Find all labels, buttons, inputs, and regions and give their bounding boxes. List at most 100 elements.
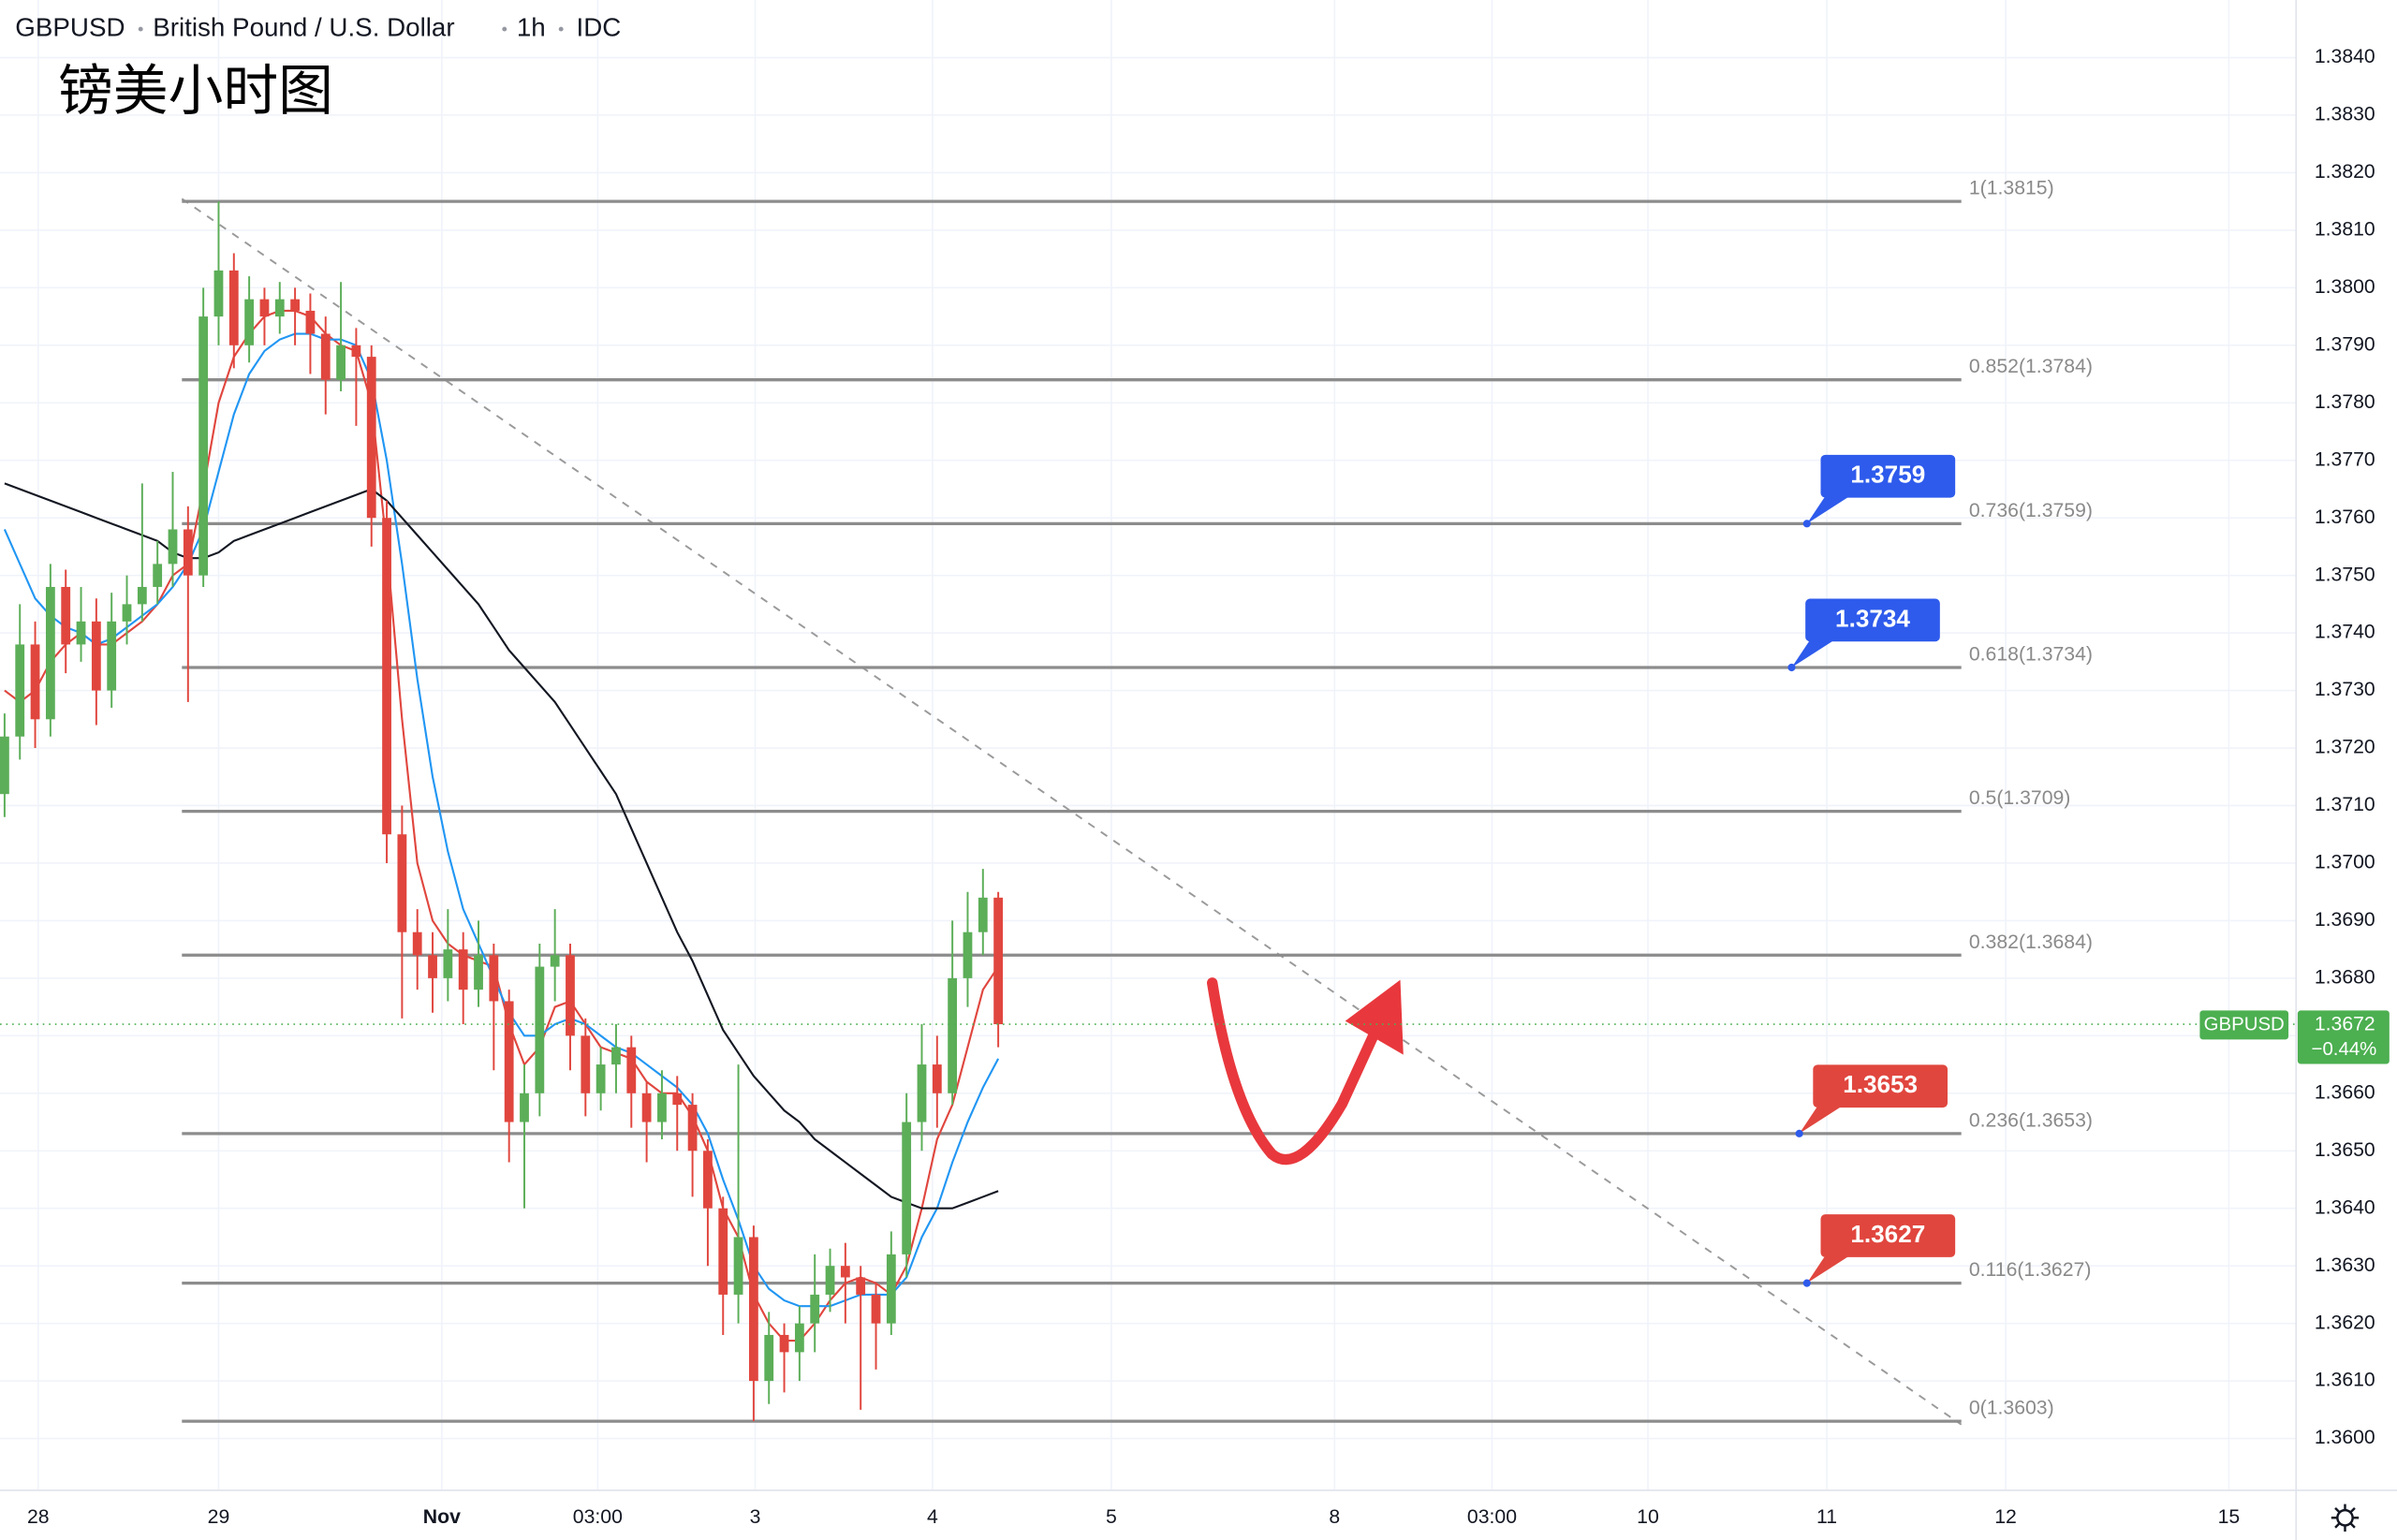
candle-body <box>412 931 422 956</box>
gear-teeth[interactable] <box>2331 1503 2360 1532</box>
candle-body <box>428 955 437 978</box>
x-tick-label: 03:00 <box>1467 1506 1517 1528</box>
candle-body <box>336 345 346 380</box>
callout-anchor <box>1787 663 1796 672</box>
y-tick-label: 1.3820 <box>2315 161 2375 183</box>
candle-body <box>886 1254 896 1324</box>
callout-anchor <box>1795 1129 1803 1137</box>
y-tick-label: 1.3700 <box>2315 852 2375 873</box>
candle-body <box>993 897 1004 1025</box>
candle-body <box>749 1237 758 1382</box>
y-tick-label: 1.3660 <box>2315 1081 2375 1103</box>
candle-body <box>305 310 316 334</box>
y-tick-label: 1.3640 <box>2315 1196 2375 1218</box>
price-tag-value: 1.3672 <box>2315 1013 2375 1034</box>
arrow-path <box>1206 977 1382 1166</box>
candle-body <box>810 1294 820 1324</box>
y-tick-label: 1.3750 <box>2315 564 2375 585</box>
candle-body <box>672 1093 683 1106</box>
x-tick-label: 15 <box>2218 1506 2241 1528</box>
y-tick-label: 1.3730 <box>2315 679 2375 700</box>
candle-body <box>948 977 958 1093</box>
y-tick-label: 1.3620 <box>2315 1312 2375 1333</box>
candle-body <box>0 736 9 795</box>
callout-tail <box>1806 1255 1850 1283</box>
candle-body <box>596 1064 606 1093</box>
callout: 1.3759 <box>1802 454 1956 528</box>
candle-body <box>550 955 560 967</box>
candle-body <box>794 1323 804 1353</box>
candle-body <box>91 621 101 691</box>
candle-body <box>351 345 361 358</box>
callout-box <box>1805 598 1940 642</box>
candle-body <box>153 564 163 587</box>
candle-body <box>504 1001 514 1122</box>
y-tick-label: 1.3630 <box>2315 1254 2375 1276</box>
price-tag-change: −0.44% <box>2312 1039 2377 1060</box>
candle-body <box>779 1334 789 1353</box>
candle-body <box>397 834 407 932</box>
y-tick-label: 1.3760 <box>2315 506 2375 528</box>
callouts: 1.3759 1.3734 1.3653 1.3627 <box>1787 454 1956 1287</box>
settings-icon[interactable] <box>2331 1503 2360 1532</box>
candle-body <box>825 1266 835 1295</box>
candle-body <box>978 897 988 932</box>
candle-body <box>45 586 55 720</box>
last-price: GBPUSD 1.3672 −0.44% <box>0 1010 2390 1064</box>
candle-body <box>535 966 545 1093</box>
y-tick-label: 1.3770 <box>2315 448 2375 470</box>
time-axis: 28 29 Nov 03:00 3 4 5 8 03:00 10 11 12 15 <box>27 1506 2240 1528</box>
candle-body <box>458 949 468 990</box>
candle-body <box>274 299 285 317</box>
y-tick-label: 1.3610 <box>2315 1370 2375 1391</box>
candle-body <box>320 333 331 380</box>
x-tick-label: 8 <box>1329 1506 1340 1528</box>
y-tick-label: 1.3780 <box>2315 391 2375 413</box>
x-tick-label: 12 <box>1994 1506 2017 1528</box>
candle-body <box>228 270 239 345</box>
x-tick-label: 11 <box>1816 1506 1837 1528</box>
y-tick-label: 1.3790 <box>2315 333 2375 355</box>
price-axis: 1.3600 1.3610 1.3620 1.3630 1.3640 1.3650 1.36… <box>2315 46 2375 1448</box>
y-tick-label: 1.3800 <box>2315 276 2375 298</box>
x-tick-label: Nov <box>423 1506 461 1528</box>
callout-label: 1.3653 <box>1843 1070 1918 1098</box>
candle-body <box>581 1035 591 1093</box>
candle-body <box>61 586 71 645</box>
x-tick-label: 29 <box>208 1506 230 1528</box>
moving-average <box>3 332 1000 1308</box>
candle-body <box>183 529 193 576</box>
interval: 1h <box>517 12 546 41</box>
callout-anchor <box>1802 1279 1811 1287</box>
callout: 1.3734 <box>1787 598 1940 672</box>
callout-label: 1.3734 <box>1835 604 1910 632</box>
fib-label: 0.116(1.3627) <box>1969 1259 2092 1281</box>
candle-body <box>76 621 86 645</box>
callout: 1.3653 <box>1795 1064 1948 1137</box>
candle-body <box>15 644 25 737</box>
callout-label: 1.3759 <box>1850 461 1925 489</box>
candle-body <box>122 604 132 622</box>
source: IDC <box>577 12 622 41</box>
candle-body <box>657 1093 667 1122</box>
fib-label: 1(1.3815) <box>1969 178 2054 199</box>
annotation: 镑美小时图 <box>58 61 333 122</box>
candle-body <box>840 1266 850 1278</box>
y-tick-label: 1.3810 <box>2315 219 2375 241</box>
candle-body <box>611 1047 621 1065</box>
y-tick-label: 1.3830 <box>2315 104 2375 125</box>
callout-anchor <box>1802 520 1811 528</box>
candle-body <box>474 955 483 990</box>
x-tick-label: 5 <box>1106 1506 1117 1528</box>
candle-body <box>718 1208 728 1295</box>
candle-body <box>443 949 453 978</box>
y-tick-label: 1.3650 <box>2315 1139 2375 1161</box>
fib-label: 0.236(1.3653) <box>1969 1109 2093 1131</box>
y-tick-label: 1.3840 <box>2315 46 2375 67</box>
candle-body <box>932 1064 942 1093</box>
x-tick-label: 28 <box>27 1506 50 1528</box>
callout-label: 1.3627 <box>1850 1220 1925 1248</box>
callout-tail <box>1806 495 1850 524</box>
